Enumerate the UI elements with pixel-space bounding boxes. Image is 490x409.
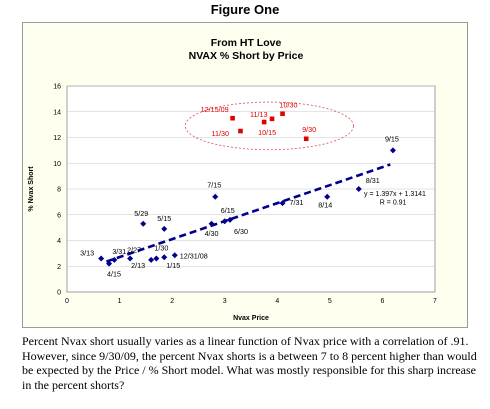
data-point-diamond bbox=[212, 193, 219, 200]
data-point-diamond bbox=[221, 218, 228, 225]
point-label: 7/15 bbox=[207, 181, 221, 190]
caption-text: Percent Nvax short usually varies as a l… bbox=[22, 334, 477, 392]
y-tick-label: 4 bbox=[57, 238, 61, 245]
y-tick-label: 0 bbox=[57, 290, 61, 297]
point-label: 3/13 bbox=[80, 249, 94, 258]
point-label: 9/15 bbox=[385, 134, 399, 143]
trendline-equation: y = 1.397x + 1.3141 bbox=[364, 191, 426, 198]
x-tick-label: 1 bbox=[118, 298, 122, 305]
point-label: 4/30 bbox=[205, 229, 219, 238]
x-axis-label: Nvax Price bbox=[233, 315, 269, 322]
trendline-r-value: R = 0.91 bbox=[380, 199, 407, 206]
figure-label: Figure One bbox=[210, 2, 280, 17]
data-point-diamond bbox=[226, 216, 233, 223]
point-label: 4/15 bbox=[107, 270, 121, 279]
x-tick-label: 3 bbox=[223, 298, 227, 305]
point-label: 1/15 bbox=[166, 261, 180, 270]
point-label: 8/31 bbox=[366, 176, 380, 185]
data-point-diamond bbox=[111, 256, 118, 263]
x-tick-label: 2 bbox=[170, 298, 174, 305]
point-label: 11/30 bbox=[211, 129, 228, 138]
point-label: 5/15 bbox=[157, 214, 171, 223]
x-tick-label: 7 bbox=[433, 298, 437, 305]
data-point-diamond bbox=[153, 255, 160, 262]
scatter-chart: From HT Love NVAX % Short by Price Nvax … bbox=[28, 37, 437, 322]
y-tick-label: 16 bbox=[53, 84, 61, 91]
point-label: 1/30 bbox=[154, 244, 168, 253]
y-tick-label: 12 bbox=[53, 135, 61, 142]
data-point-diamond bbox=[279, 200, 286, 207]
point-label: 3/31 bbox=[112, 247, 126, 256]
point-label: 12/31/08 bbox=[180, 251, 208, 260]
data-point-square bbox=[269, 116, 275, 122]
point-label: 2/27 bbox=[127, 246, 141, 255]
chart-area: From HT Love NVAX % Short by Price Nvax … bbox=[22, 22, 468, 328]
point-label: 5/29 bbox=[134, 209, 148, 218]
data-point-diamond bbox=[161, 225, 168, 232]
point-label: 12/15/09 bbox=[201, 105, 229, 114]
x-tick-label: 0 bbox=[65, 298, 69, 305]
point-label: 7/31 bbox=[290, 198, 304, 207]
point-label: 10/15 bbox=[258, 128, 276, 137]
point-label: 6/30 bbox=[234, 227, 248, 236]
x-tick-label: 5 bbox=[328, 298, 332, 305]
y-tick-label: 10 bbox=[53, 161, 61, 168]
data-point-diamond bbox=[171, 252, 178, 259]
highlight-ellipse bbox=[184, 101, 354, 151]
y-tick-label: 2 bbox=[57, 264, 61, 271]
data-point-diamond bbox=[161, 254, 168, 261]
y-tick-label: 6 bbox=[57, 212, 61, 219]
point-label: 2/13 bbox=[131, 261, 145, 270]
data-point-diamond bbox=[389, 147, 396, 154]
data-point-diamond bbox=[355, 186, 362, 192]
chart-title: From HT Love bbox=[211, 37, 282, 49]
x-tick-label: 4 bbox=[275, 298, 279, 305]
data-point-diamond bbox=[106, 260, 113, 267]
data-point-diamond bbox=[127, 255, 134, 262]
trendline bbox=[106, 163, 391, 263]
data-point-square bbox=[230, 115, 235, 121]
y-tick-label: 14 bbox=[53, 109, 61, 116]
chart-subtitle: NVAX % Short by Price bbox=[189, 50, 304, 62]
point-label: 10/30 bbox=[280, 101, 298, 110]
data-point-square bbox=[280, 111, 285, 116]
x-tick-label: 6 bbox=[380, 298, 384, 305]
data-point-square bbox=[261, 119, 267, 125]
point-label: 6/15 bbox=[221, 206, 235, 215]
data-point-diamond bbox=[140, 220, 147, 227]
data-point-diamond bbox=[208, 220, 215, 227]
data-point-square bbox=[238, 128, 243, 134]
point-label: 8/14 bbox=[318, 201, 332, 210]
data-point-diamond bbox=[324, 193, 331, 200]
data-point-square bbox=[303, 136, 309, 142]
point-label: 9/30 bbox=[302, 125, 316, 134]
data-point-diamond bbox=[148, 256, 155, 263]
y-axis-label: % Nvax Short bbox=[28, 166, 35, 212]
data-point-diamond bbox=[98, 255, 105, 262]
point-label: 11/13 bbox=[250, 110, 267, 119]
y-tick-label: 8 bbox=[57, 187, 61, 194]
